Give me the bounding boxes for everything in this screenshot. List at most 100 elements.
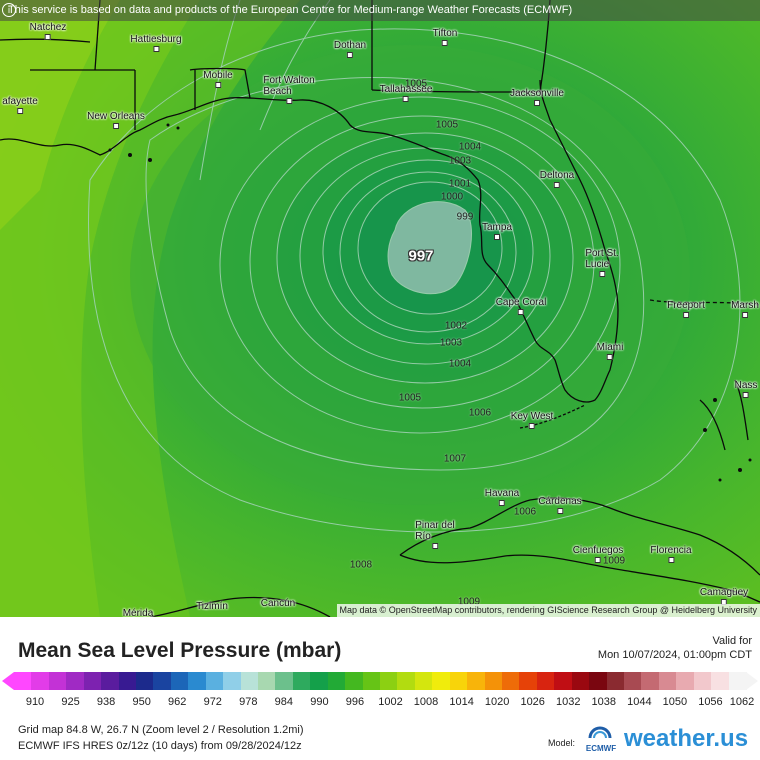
- scale-segment: [275, 672, 294, 690]
- scale-segment: [536, 672, 555, 690]
- city-dot-icon: [113, 123, 119, 129]
- city-dot-icon: [742, 392, 749, 398]
- scale-tick-label: 925: [61, 696, 80, 708]
- scale-tick-label: 910: [25, 696, 45, 708]
- grid-info: Grid map 84.8 W, 26.7 N (Zoom level 2 / …: [18, 724, 304, 736]
- place-deltona: Deltona: [540, 170, 574, 188]
- place-miami: Miami: [597, 342, 623, 360]
- isobar-label: 1007: [443, 453, 467, 465]
- scale-segment: [380, 672, 399, 690]
- city-dot-icon: [533, 100, 540, 106]
- place-cardenas: Cárdenas: [538, 496, 582, 514]
- city-dot-icon: [606, 354, 613, 360]
- scale-tick-label: 1002: [378, 696, 403, 708]
- scale-tick-label: 1014: [449, 696, 474, 708]
- isobar-label: 1005: [435, 119, 459, 131]
- scale-segment: [188, 672, 207, 690]
- color-scale: [14, 672, 747, 690]
- model-label: Model:: [548, 738, 576, 748]
- scale-segment: [397, 672, 416, 690]
- place-cape-coral: Cape Coral: [496, 297, 546, 315]
- place-key-west: Key West: [511, 411, 553, 429]
- scale-tick-label: 950: [132, 696, 151, 708]
- city-dot-icon: [493, 234, 500, 240]
- scale-tick-label: 1020: [484, 696, 510, 708]
- isobar-label: 1003: [448, 155, 472, 167]
- scale-right-arrow-icon: [746, 672, 758, 690]
- info-icon[interactable]: i: [2, 3, 16, 17]
- scale-segment: [414, 672, 433, 690]
- scale-tick-label: 1008: [413, 696, 439, 708]
- scale-segment: [327, 672, 346, 690]
- scale-segment: [676, 672, 695, 690]
- valid-label: Valid for: [712, 635, 752, 647]
- scale-segment: [258, 672, 277, 690]
- city-dot-icon: [17, 108, 23, 114]
- valid-datetime: Mon 10/07/2024, 01:00pm CDT: [597, 649, 752, 661]
- scale-tick-label: 996: [345, 696, 365, 708]
- place-cancun: Cancún: [260, 598, 296, 609]
- scale-segment: [205, 672, 224, 690]
- isobar-label: 1005: [398, 392, 422, 404]
- scale-segment: [519, 672, 538, 690]
- city-dot-icon: [286, 98, 292, 104]
- scale-segment: [554, 672, 573, 690]
- place-tallahassee: Tallahassee: [380, 84, 432, 102]
- scale-tick-label: 1044: [627, 696, 652, 708]
- isobar-label: 1003: [439, 337, 463, 349]
- isobar-label: 1009: [602, 555, 626, 567]
- scale-segment: [641, 672, 660, 690]
- scale-segment: [14, 672, 33, 690]
- ecmwf-notice: i This service is based on data and prod…: [0, 0, 760, 21]
- city-dot-icon: [403, 96, 409, 102]
- isobar-label: 1006: [513, 506, 537, 518]
- run-info: ECMWF IFS HRES 0z/12z (10 days) from 09/…: [18, 740, 302, 752]
- city-dot-icon: [741, 312, 748, 318]
- valid-time: Valid for Mon 10/07/2024, 01:00pm CDT: [598, 634, 752, 662]
- map-attribution[interactable]: Map data © OpenStreetMap contributors, r…: [336, 604, 760, 617]
- ecmwf-logo[interactable]: ECMWF: [582, 724, 620, 754]
- place-jacksonville: Jacksonville: [510, 88, 564, 106]
- scale-tick-label: 978: [239, 696, 258, 708]
- scale-segment: [432, 672, 451, 690]
- city-dot-icon: [554, 182, 560, 188]
- place-tizimin: Tizimín: [196, 601, 228, 612]
- city-dot-icon: [432, 543, 438, 549]
- place-mobile: Mobile: [203, 70, 233, 88]
- scale-segment: [658, 672, 677, 690]
- place-dothan: Dothan: [334, 40, 366, 58]
- city-dot-icon: [441, 40, 448, 46]
- svg-text:ECMWF: ECMWF: [586, 744, 616, 753]
- isobar-label: 1008: [349, 559, 373, 571]
- scale-segment: [66, 672, 85, 690]
- scale-segment: [693, 672, 712, 690]
- isobar-label-997: 997: [408, 247, 434, 265]
- scale-segment: [31, 672, 50, 690]
- scale-segment: [624, 672, 643, 690]
- isobar-label: 1004: [458, 141, 482, 153]
- city-dot-icon: [215, 82, 221, 88]
- place-cienfuegos: Cienfuegos: [573, 545, 623, 563]
- isobar-label: 1002: [444, 320, 468, 332]
- scale-segment: [728, 672, 747, 690]
- place-fort-walton-beach: Fort Walton Beach: [263, 75, 315, 104]
- scale-tick-label: 1038: [591, 696, 617, 708]
- isobar-label: 1009: [457, 596, 481, 608]
- place-port-st-lucie: Port St. Lucie: [585, 248, 619, 277]
- city-dot-icon: [556, 508, 563, 514]
- scale-segment: [170, 672, 189, 690]
- place-natchez: Natchez: [30, 22, 66, 40]
- city-dot-icon: [667, 557, 674, 563]
- isobar-label: 1004: [448, 358, 472, 370]
- scale-segment: [292, 672, 311, 690]
- scale-segment: [589, 672, 608, 690]
- legend-title: Mean Sea Level Pressure (mbar): [18, 639, 342, 662]
- scale-segment: [467, 672, 486, 690]
- city-dot-icon: [347, 52, 353, 58]
- pressure-map[interactable]: i This service is based on data and prod…: [0, 0, 760, 617]
- place-florencia: Florencia: [650, 545, 692, 563]
- place-marsh: Marsh: [731, 300, 759, 318]
- scale-segment: [223, 672, 242, 690]
- weather-us-logo[interactable]: weather.us: [624, 725, 749, 752]
- place-freeport: Freeport: [667, 300, 705, 318]
